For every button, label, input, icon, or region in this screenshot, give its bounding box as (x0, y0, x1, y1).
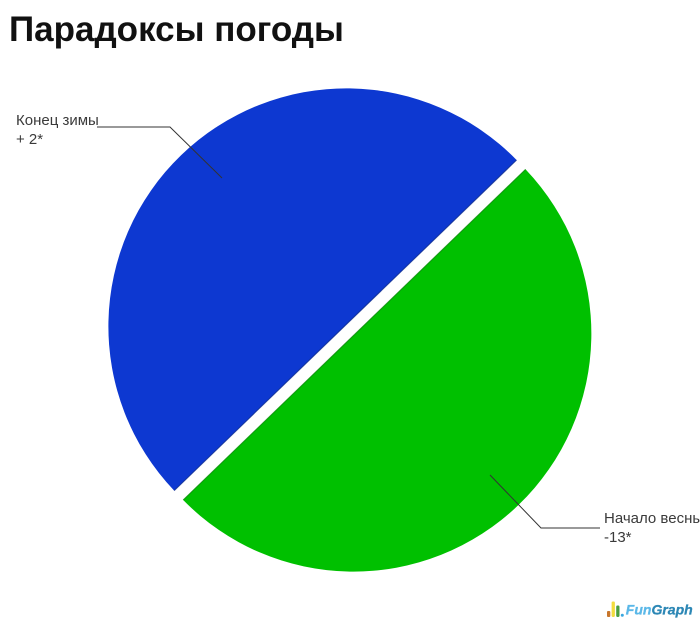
svg-text:FunGraph: FunGraph (626, 602, 693, 618)
